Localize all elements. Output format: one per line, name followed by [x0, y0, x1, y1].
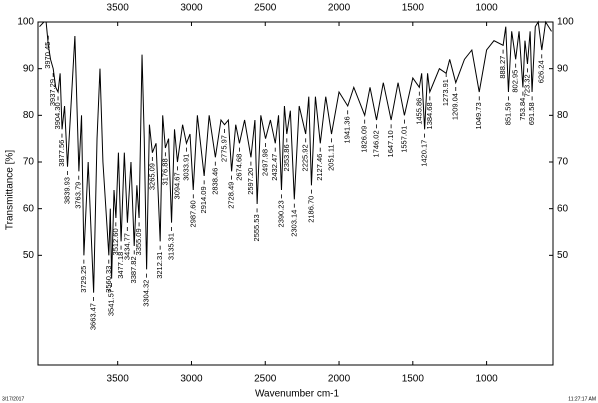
peak-label: 3763.79 — [74, 182, 83, 209]
plot-frame — [37, 21, 554, 366]
peak-label: 723.32 — [522, 74, 531, 97]
y-tick-label: 80 — [23, 110, 35, 121]
x-tick-label: 1500 — [402, 374, 425, 385]
peak-label: 1049.73 — [474, 102, 483, 129]
peak-label: 3434.77 — [122, 233, 131, 260]
peak-label: 1384.68 — [425, 102, 434, 129]
peak-label: 3541.57 — [107, 289, 116, 316]
peak-label: 1557.01 — [399, 126, 408, 153]
footer-date: 3/17/2017 — [2, 396, 24, 402]
y-tick-label: 70 — [23, 157, 35, 168]
peak-label: 1746.02 — [371, 130, 380, 157]
y-tick-label: 90 — [23, 63, 35, 74]
peak-label: 2127.46 — [315, 154, 324, 181]
peak-label: 3839.93 — [63, 177, 72, 204]
peak-label: 2051.11 — [326, 144, 335, 171]
x-tick-label-top: 2500 — [254, 3, 277, 14]
peak-label: 1420.17 — [420, 140, 429, 167]
y-tick-label-right: 90 — [557, 63, 569, 74]
footer-time: 11:27:17 AM — [568, 396, 596, 402]
peak-label: 2775.97 — [220, 135, 229, 162]
peak-label: 3094.67 — [172, 172, 181, 199]
x-axis-label: Wavenumber cm-1 — [255, 389, 340, 400]
x-tick-label: 3500 — [107, 374, 130, 385]
peak-label: 3729.25 — [79, 266, 88, 293]
peak-label: 3904.30 — [53, 102, 62, 129]
x-tick-label-top: 2000 — [328, 3, 351, 14]
peak-label: 2303.14 — [289, 210, 298, 237]
peak-label: 3265.09 — [147, 163, 156, 190]
peak-label: 2353.86 — [282, 144, 291, 171]
peak-label: 3033.91 — [181, 154, 190, 181]
x-tick-label: 3000 — [180, 374, 203, 385]
peak-label: 2225.92 — [301, 144, 310, 171]
peak-label: 3663.47 — [89, 303, 98, 330]
peak-label: 802.95 — [511, 70, 520, 93]
peak-label: 1647.10 — [386, 130, 395, 157]
x-tick-label: 2500 — [254, 374, 277, 385]
peak-label: 3135.31 — [166, 233, 175, 260]
peak-label: 2497.98 — [261, 149, 270, 176]
y-tick-label: 60 — [23, 203, 35, 214]
peak-label: 2987.60 — [188, 200, 197, 227]
peak-label: 3355.09 — [134, 228, 143, 255]
peak-label: 1209.04 — [451, 93, 460, 120]
peak-label: 2555.53 — [252, 214, 261, 241]
peak-label: 1455.86 — [414, 98, 423, 125]
peak-label: 3387.82 — [129, 256, 138, 283]
x-tick-label: 2000 — [328, 374, 351, 385]
peak-label: 888.27 — [498, 56, 507, 79]
peak-label: 3877.56 — [57, 140, 66, 167]
peak-label: 2186.70 — [306, 196, 315, 223]
y-axis-label: Transmittance [%] — [5, 150, 16, 230]
peak-label: 2728.49 — [227, 182, 236, 209]
y-tick-label-right: 70 — [557, 157, 569, 168]
y-tick-label-right: 60 — [557, 203, 569, 214]
y-tick-label: 100 — [17, 17, 34, 28]
peak-label: 2597.20 — [246, 168, 255, 195]
peak-label: 3212.31 — [155, 252, 164, 279]
peak-label: 626.24 — [537, 60, 546, 83]
y-tick-label-right: 50 — [557, 250, 569, 261]
x-tick-label: 1000 — [475, 374, 498, 385]
peak-label: 3304.32 — [142, 280, 151, 307]
peak-label: 753.84 — [518, 98, 527, 121]
peak-label: 2914.09 — [199, 186, 208, 213]
y-tick-label-right: 80 — [557, 110, 569, 121]
peak-label: 2838.46 — [210, 168, 219, 195]
peak-label: 3176.88 — [160, 158, 169, 185]
peak-label: 3477.18 — [116, 252, 125, 279]
peak-label: 2390.23 — [276, 200, 285, 227]
peak-label: 1273.91 — [441, 79, 450, 106]
spectrum-line — [39, 20, 552, 293]
peak-label: 2674.68 — [234, 154, 243, 181]
peak-label: 3512.60 — [111, 228, 120, 255]
x-tick-label-top: 3500 — [107, 3, 130, 14]
peak-label: 3937.29 — [48, 79, 57, 106]
peak-label: 1826.09 — [360, 126, 369, 153]
x-tick-label-top: 3000 — [180, 3, 203, 14]
x-tick-label-top: 1500 — [402, 3, 425, 14]
peak-label: 3970.45 — [43, 42, 52, 69]
peak-label: 851.59 — [503, 102, 512, 125]
peak-label: 1941.36 — [343, 116, 352, 143]
peak-label: 2432.47 — [270, 154, 279, 181]
peak-label: 691.58 — [527, 102, 536, 125]
y-tick-label: 50 — [23, 250, 35, 261]
x-tick-label-top: 1000 — [475, 3, 498, 14]
y-tick-label-right: 100 — [557, 17, 574, 28]
peak-label: 3560.33 — [104, 266, 113, 293]
